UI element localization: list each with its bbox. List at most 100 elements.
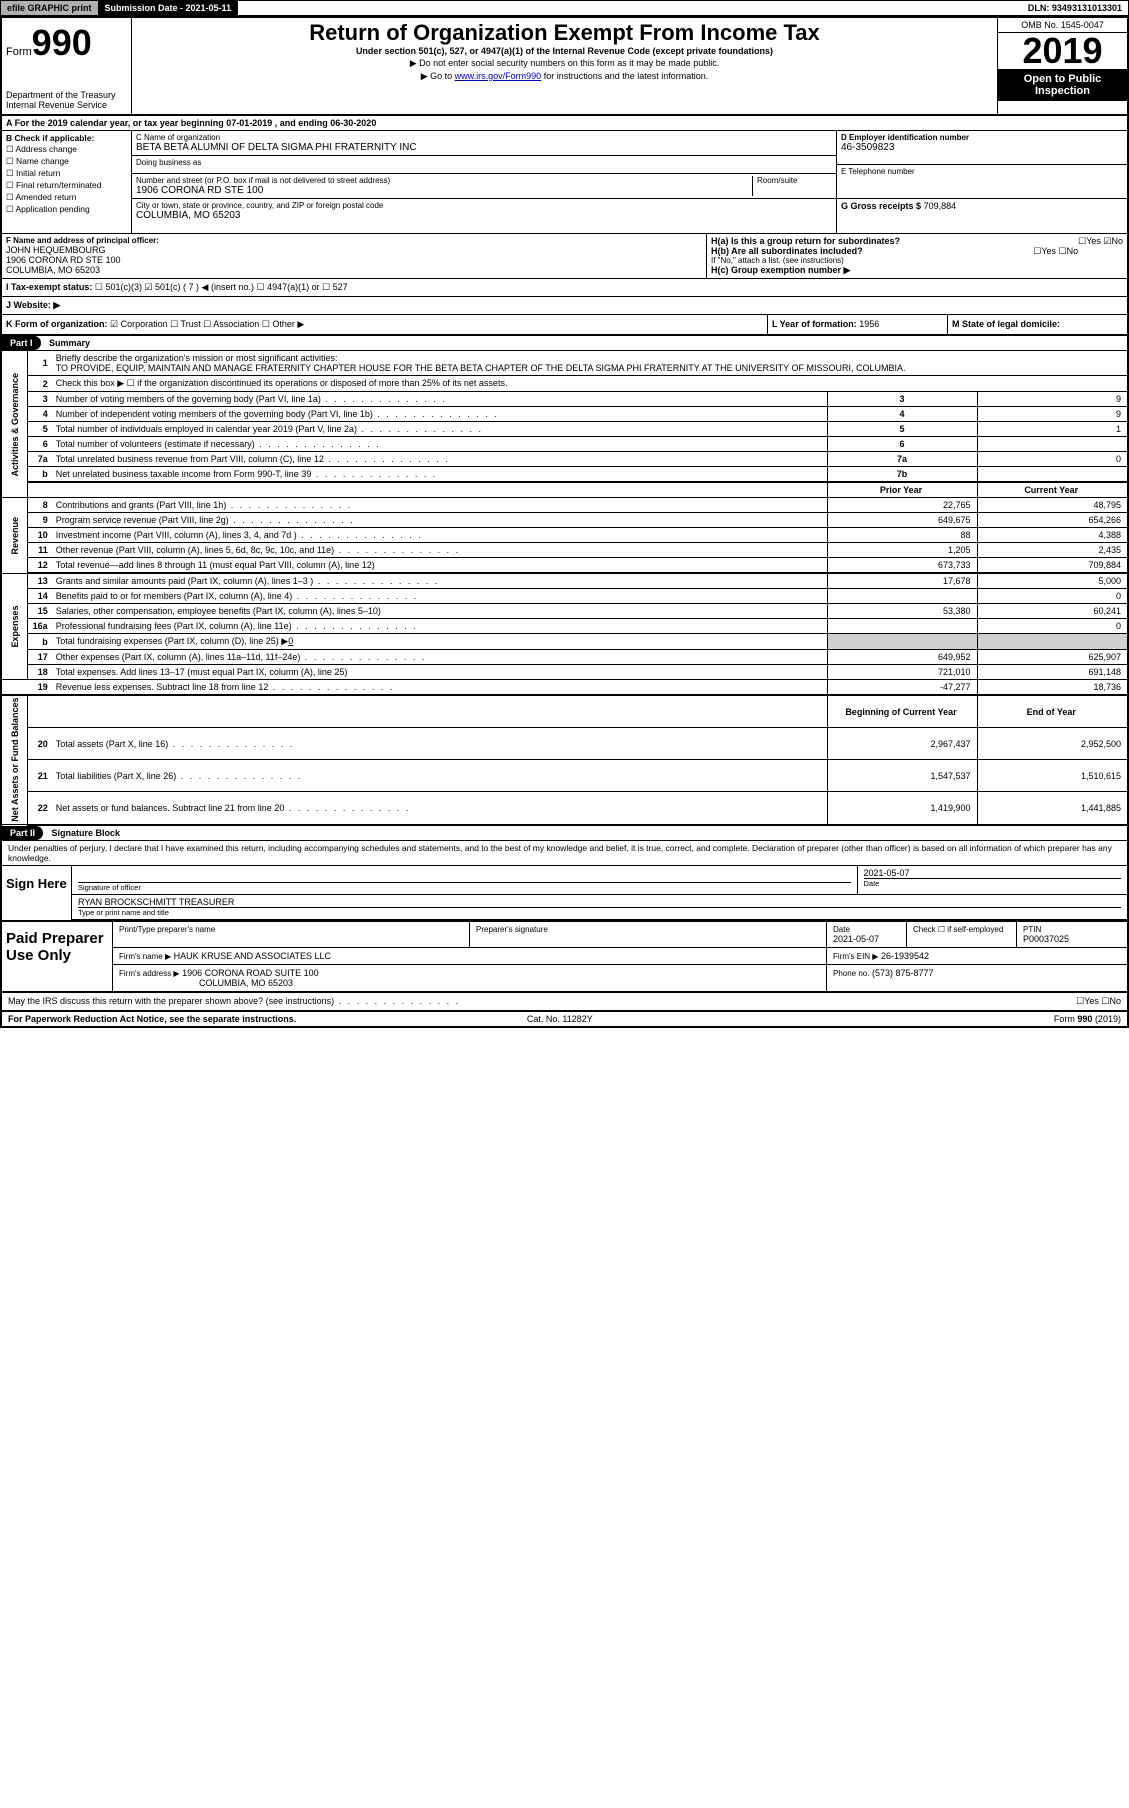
- status-501c[interactable]: 501(c) ( 7 ) ◀ (insert no.): [155, 282, 254, 292]
- h-a-yes[interactable]: Yes: [1086, 236, 1101, 246]
- l8-desc: Contributions and grants (Part VIII, lin…: [52, 498, 827, 513]
- h-b-yes[interactable]: Yes: [1041, 246, 1056, 256]
- tax-status-label: I Tax-exempt status:: [6, 282, 92, 292]
- l11-curr: 2,435: [977, 543, 1127, 558]
- status-4947[interactable]: 4947(a)(1) or: [267, 282, 320, 292]
- l9-curr: 654,266: [977, 513, 1127, 528]
- l14-prior: [827, 589, 977, 604]
- org-corp[interactable]: Corporation: [121, 319, 168, 329]
- state-domicile-label: M State of legal domicile:: [952, 319, 1060, 329]
- top-bar: efile GRAPHIC print Submission Date - 20…: [0, 0, 1129, 16]
- open-public-badge: Open to Public Inspection: [998, 69, 1127, 101]
- box-i: I Tax-exempt status: ☐ 501(c)(3) ☑ 501(c…: [2, 279, 1127, 296]
- status-501c3[interactable]: 501(c)(3): [105, 282, 142, 292]
- efile-button[interactable]: efile GRAPHIC print: [1, 1, 99, 15]
- submission-date: Submission Date - 2021-05-11: [99, 1, 239, 15]
- header-right: OMB No. 1545-0047 2019 Open to Public In…: [997, 18, 1127, 114]
- dept-irs: Internal Revenue Service: [6, 100, 127, 110]
- paid-preparer-block: Paid Preparer Use Only Print/Type prepar…: [2, 922, 1127, 993]
- cb-pending[interactable]: ☐ Application pending: [6, 204, 127, 215]
- form-prefix: Form: [6, 46, 32, 58]
- dept-treasury: Department of the Treasury: [6, 90, 127, 100]
- cb-address-change[interactable]: ☐ Address change: [6, 144, 127, 155]
- box-h: H(a) Is this a group return for subordin…: [707, 234, 1127, 278]
- l12-num: 12: [28, 558, 52, 574]
- section-expenses: Expenses: [2, 573, 28, 680]
- l20-curr: 2,952,500: [977, 728, 1127, 760]
- firm-ein-label: Firm's EIN ▶: [833, 952, 878, 961]
- footer: For Paperwork Reduction Act Notice, see …: [2, 1012, 1127, 1026]
- l15-num: 15: [28, 604, 52, 619]
- website-label: J Website: ▶: [6, 300, 60, 310]
- cb-amended[interactable]: ☐ Amended return: [6, 192, 127, 203]
- mission-text: TO PROVIDE, EQUIP, MAINTAIN AND MANAGE F…: [56, 363, 906, 373]
- cb-final-return[interactable]: ☐ Final return/terminated: [6, 180, 127, 191]
- l5-num: 5: [28, 422, 52, 437]
- phone-label: E Telephone number: [841, 167, 1123, 176]
- privacy-note: ▶ Do not enter social security numbers o…: [140, 58, 989, 69]
- box-d: D Employer identification number 46-3509…: [837, 131, 1127, 165]
- sig-officer-cell[interactable]: Signature of officer: [72, 866, 858, 894]
- part1-bar: Part I Summary: [2, 336, 1127, 351]
- section-activities: Activities & Governance: [2, 351, 28, 498]
- officer-name-title: RYAN BROCKSCHMITT TREASURER: [78, 897, 1121, 907]
- l6-box: 6: [827, 437, 977, 452]
- cb-initial-return[interactable]: ☐ Initial return: [6, 168, 127, 179]
- discuss-question: May the IRS discuss this return with the…: [8, 996, 460, 1007]
- l22-prior: 1,419,900: [827, 792, 977, 825]
- org-assoc[interactable]: Association: [213, 319, 259, 329]
- tax-year: 2019: [998, 33, 1127, 69]
- l7b-val: [977, 467, 1127, 483]
- col-current: Current Year: [977, 482, 1127, 498]
- l14-curr: 0: [977, 589, 1127, 604]
- l16a-num: 16a: [28, 619, 52, 634]
- sign-here: Sign Here: [2, 866, 72, 920]
- l17-num: 17: [28, 650, 52, 665]
- l15-prior: 53,380: [827, 604, 977, 619]
- paid-preparer-header: Paid Preparer Use Only: [2, 922, 112, 991]
- l16b-num: b: [28, 634, 52, 650]
- section-netassets: Net Assets or Fund Balances: [2, 695, 28, 825]
- instructions-link[interactable]: www.irs.gov/Form990: [455, 71, 542, 81]
- form-number: Form990: [6, 22, 127, 64]
- l16b-desc: Total fundraising expenses (Part IX, col…: [52, 634, 827, 650]
- h-b-note: If "No," attach a list. (see instruction…: [711, 256, 1123, 265]
- box-m: M State of legal domicile:: [947, 315, 1127, 334]
- l21-num: 21: [28, 760, 52, 792]
- l16a-prior: [827, 619, 977, 634]
- org-trust[interactable]: Trust: [181, 319, 201, 329]
- h-a-no[interactable]: No: [1111, 236, 1123, 246]
- cb-name-change[interactable]: ☐ Name change: [6, 156, 127, 167]
- l15-desc: Salaries, other compensation, employee b…: [52, 604, 827, 619]
- org-name-label: C Name of organization: [136, 133, 832, 142]
- part2-header: Part II: [2, 826, 43, 840]
- l5-box: 5: [827, 422, 977, 437]
- box-j: J Website: ▶: [2, 297, 1127, 314]
- h-b-no[interactable]: No: [1067, 246, 1079, 256]
- l19-num: 19: [28, 680, 52, 696]
- status-527[interactable]: 527: [333, 282, 348, 292]
- discuss-no[interactable]: No: [1109, 996, 1121, 1006]
- sig-declaration: Under penalties of perjury, I declare th…: [2, 841, 1127, 866]
- mission-label: Briefly describe the organization's miss…: [56, 353, 338, 363]
- org-other[interactable]: Other ▶: [272, 319, 304, 329]
- l6-num: 6: [28, 437, 52, 452]
- l3-box: 3: [827, 392, 977, 407]
- sig-date: 2021-05-07: [864, 868, 1122, 878]
- l3-num: 3: [28, 392, 52, 407]
- l7a-val: 0: [977, 452, 1127, 467]
- h-a-label: H(a) Is this a group return for subordin…: [711, 236, 900, 246]
- box-l: L Year of formation: 1956: [767, 315, 947, 334]
- l19-prior: -47,277: [827, 680, 977, 696]
- l11-desc: Other revenue (Part VIII, column (A), li…: [52, 543, 827, 558]
- l17-prior: 649,952: [827, 650, 977, 665]
- l7a-num: 7a: [28, 452, 52, 467]
- name-title-cell: RYAN BROCKSCHMITT TREASURER Type or prin…: [72, 895, 1127, 919]
- self-employed-cb[interactable]: Check ☐ if self-employed: [913, 925, 1010, 934]
- l16a-curr: 0: [977, 619, 1127, 634]
- goto-suffix: for instructions and the latest informat…: [541, 71, 708, 81]
- dba-label: Doing business as: [136, 158, 832, 167]
- efile-label: efile GRAPHIC print: [7, 3, 92, 13]
- discuss-yes[interactable]: Yes: [1084, 996, 1099, 1006]
- footer-left: For Paperwork Reduction Act Notice, see …: [8, 1014, 296, 1024]
